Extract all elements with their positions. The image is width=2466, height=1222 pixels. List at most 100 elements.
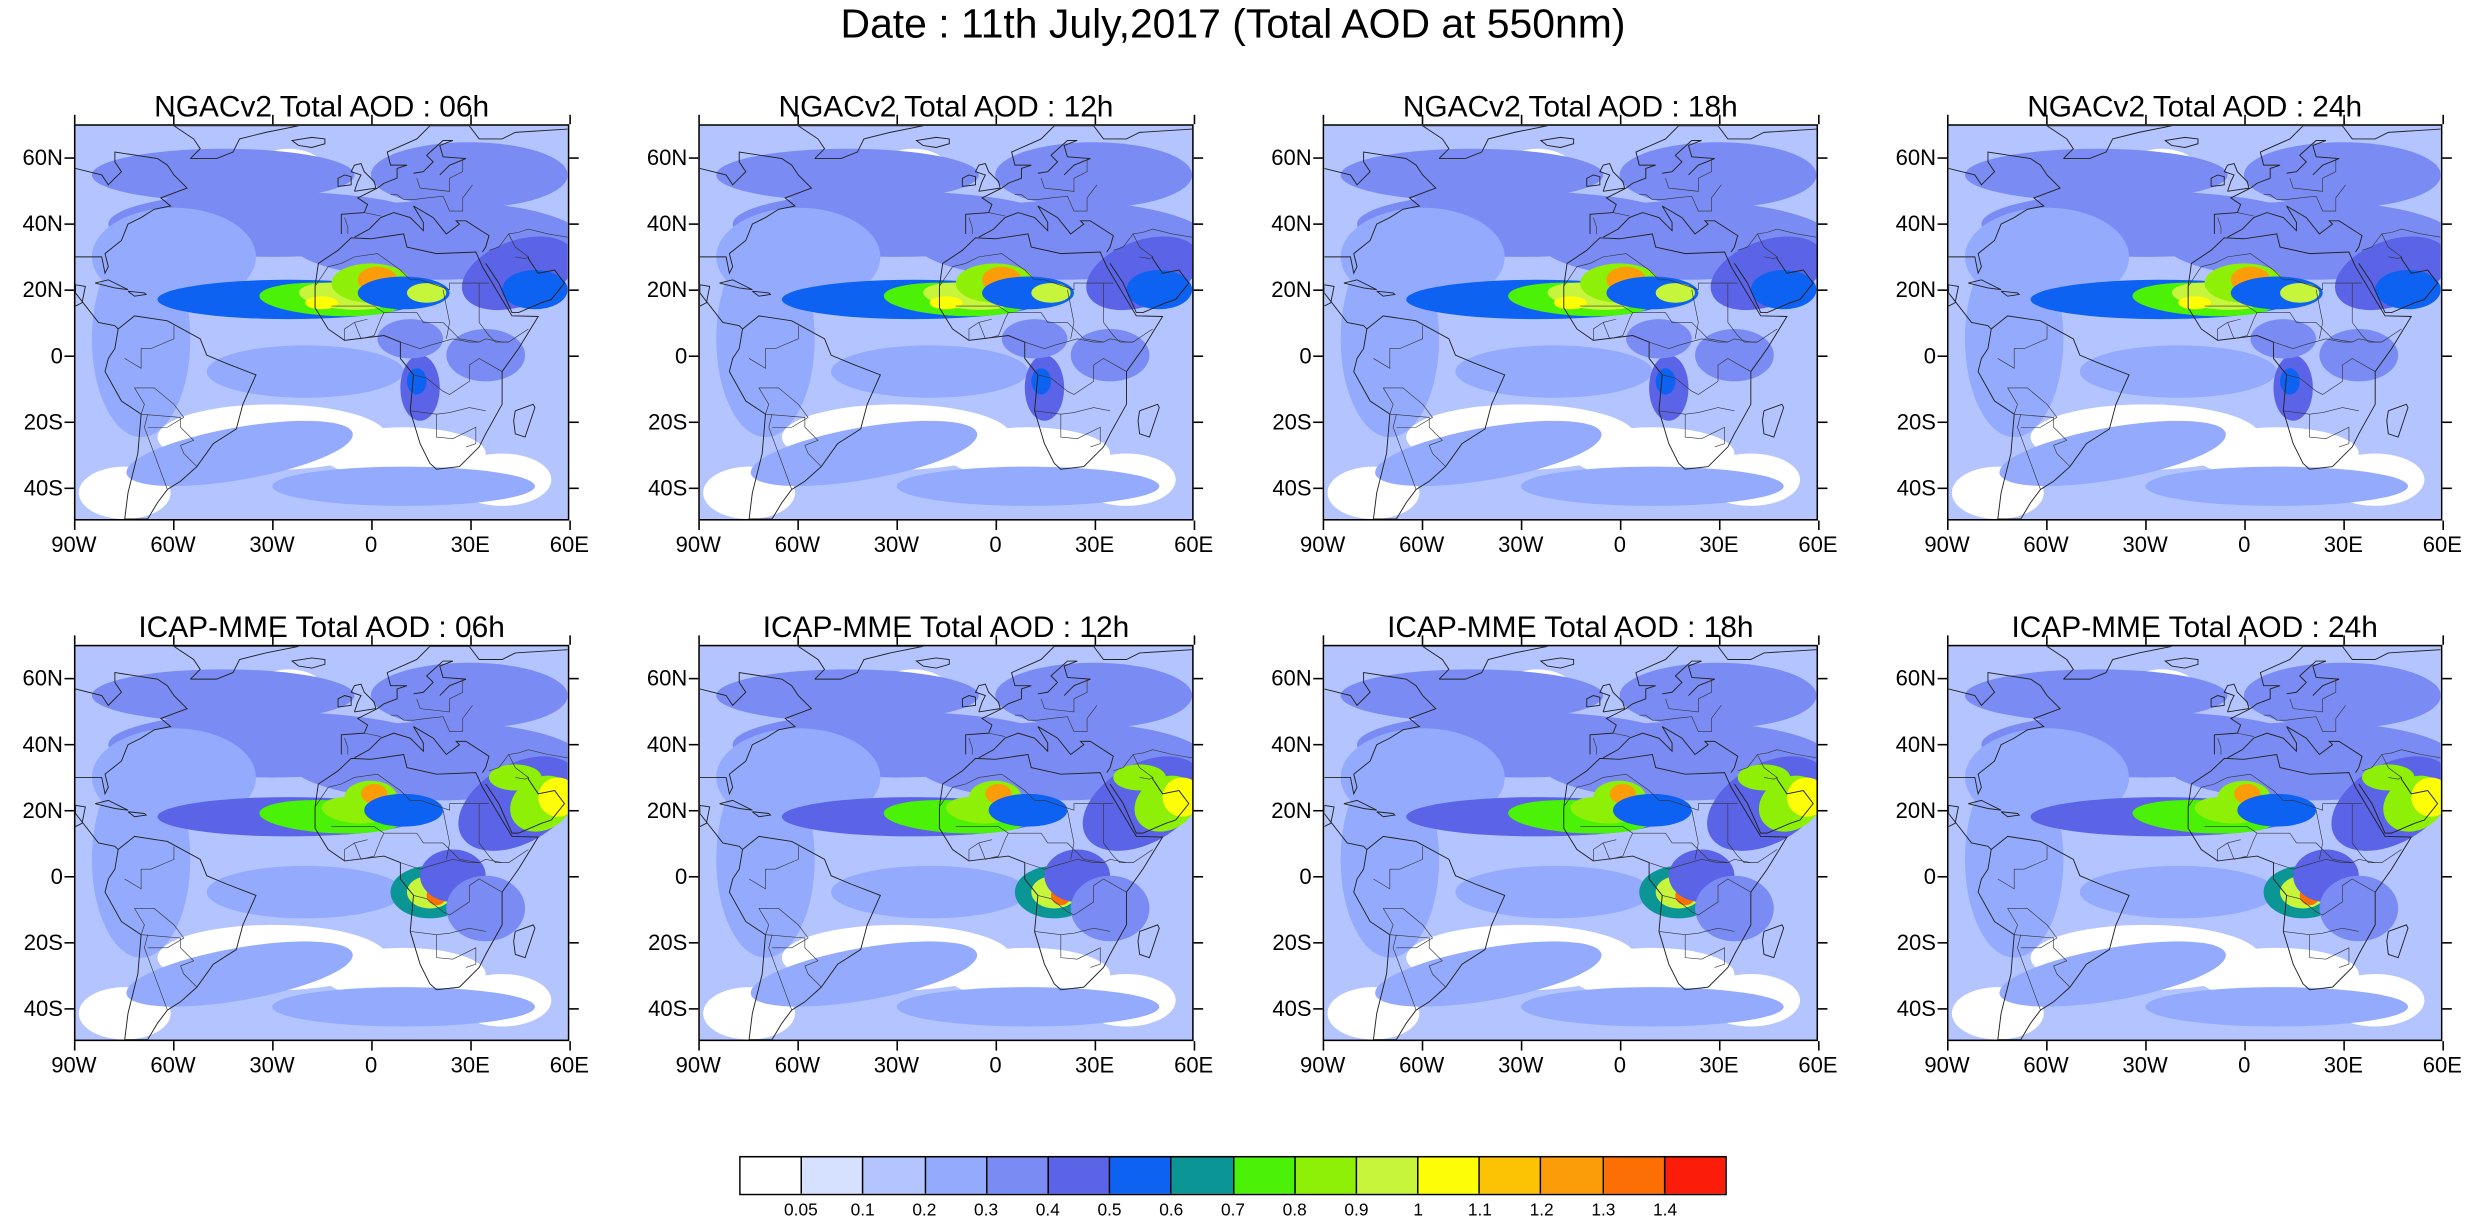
lat-tick <box>688 743 699 746</box>
lon-tick <box>1818 114 1820 125</box>
coastline <box>75 151 188 275</box>
lat-tick <box>688 1008 699 1010</box>
lat-tick-label: 20N <box>22 276 63 302</box>
aod-clean-area <box>945 427 1111 480</box>
coastline <box>95 799 129 811</box>
lon-tick <box>2145 1041 2147 1051</box>
coastline <box>314 753 540 991</box>
lat-tick-label: 60N <box>1895 665 1936 691</box>
aod-plume <box>2079 865 2277 919</box>
coastline <box>1343 279 1377 291</box>
lon-tick <box>995 1041 998 1051</box>
map-frame <box>1947 644 2443 1042</box>
country-border <box>1563 773 1738 811</box>
lon-tick-label: 30W <box>1498 531 1544 557</box>
coastline <box>1734 777 1814 834</box>
coastline <box>1109 256 1190 314</box>
coastline <box>974 163 1001 192</box>
country-border <box>1103 803 1134 863</box>
country-border <box>1684 934 1725 968</box>
map-panel-ngacv2-06h: NGACv2 Total AOD : 06h 60N 40N 20N 0 20S 40S 90… <box>0 91 621 610</box>
lat-tick-label: 40S <box>1272 995 1312 1021</box>
colorbar-swatch <box>1295 1157 1358 1194</box>
lat-tick <box>2442 289 2452 291</box>
panel-title: NGACv2 Total AOD : 12h <box>778 91 1114 125</box>
lat-tick-label: 40N <box>1895 210 1936 236</box>
panel-title: NGACv2 Total AOD : 06h <box>154 91 490 125</box>
coastline <box>1376 811 1396 818</box>
lat-tick <box>569 487 579 490</box>
country-border <box>344 318 368 341</box>
lat-tick <box>569 809 579 812</box>
lat-tick <box>1937 942 1948 944</box>
lat-tick <box>1818 743 1828 746</box>
lat-tick <box>688 487 699 490</box>
lat-tick <box>569 223 579 225</box>
country-border <box>2361 228 2441 251</box>
lat-tick-label: 20S <box>23 408 63 435</box>
coastline <box>354 205 490 253</box>
country-border <box>1737 749 1817 772</box>
lon-tick <box>1818 520 1820 530</box>
lat-tick <box>1193 875 1204 878</box>
lon-tick <box>1094 520 1097 530</box>
country-border <box>416 679 464 713</box>
country-border <box>1580 826 1728 863</box>
lon-tick-label: 30E <box>1699 1052 1739 1078</box>
aod-field-svg <box>75 125 568 519</box>
country-border <box>1612 732 1630 737</box>
aod-plume <box>1964 669 2228 722</box>
lat-tick <box>1937 1008 1948 1010</box>
aod-plume <box>1031 368 1051 395</box>
country-border <box>1997 325 2048 369</box>
aod-plume <box>1375 420 1602 487</box>
country-border <box>2286 878 2376 916</box>
coastline <box>2386 924 2409 959</box>
lat-tick <box>2442 421 2452 424</box>
coastline <box>290 136 326 148</box>
country-border <box>1691 810 1699 860</box>
aod-plume <box>91 240 191 438</box>
coastline <box>104 835 257 1040</box>
lon-tick <box>2046 635 2048 645</box>
lon-tick <box>995 635 998 645</box>
lat-tick <box>688 355 699 358</box>
coastline <box>2187 233 2413 470</box>
coastline <box>1539 136 1575 148</box>
colorbar-level-label: 0.6 <box>1159 1201 1184 1221</box>
lon-tick <box>2244 1041 2246 1051</box>
lon-tick <box>698 520 700 530</box>
aod-plume <box>377 319 444 359</box>
lat-tick <box>1193 942 1204 944</box>
lon-tick <box>797 114 799 125</box>
lon-tick-label: 30W <box>2122 531 2168 557</box>
lat-tick <box>2442 157 2452 159</box>
coastline <box>1968 799 2002 811</box>
colorbar-swatch <box>1172 1157 1234 1194</box>
lat-tick <box>1937 157 1948 159</box>
coastline <box>413 660 467 696</box>
aod-plume <box>370 662 568 729</box>
aod-plume <box>1695 875 1774 942</box>
lon-tick <box>698 1041 700 1051</box>
colorbar-swatch <box>864 1157 926 1194</box>
coastline <box>127 811 148 818</box>
lat-tick <box>688 157 699 159</box>
lat-tick <box>1193 223 1204 225</box>
colorbar-level-label: 1.2 <box>1529 1201 1554 1221</box>
lat-tick <box>1193 487 1204 490</box>
lat-tick-label: 0 <box>675 863 688 889</box>
lat-tick <box>1818 1008 1828 1010</box>
lat-tick-label: 20S <box>23 929 63 955</box>
lon-tick <box>272 635 274 645</box>
lat-tick <box>2442 743 2452 746</box>
lon-tick <box>470 1041 472 1051</box>
country-border <box>978 832 1009 860</box>
lat-tick <box>1193 421 1204 424</box>
country-border <box>390 705 473 732</box>
lon-tick-label: 0 <box>989 1052 1002 1078</box>
lon-tick <box>2046 1041 2048 1051</box>
lat-tick <box>64 942 74 944</box>
lat-tick-label: 40N <box>1271 731 1312 757</box>
coastline <box>915 657 950 669</box>
